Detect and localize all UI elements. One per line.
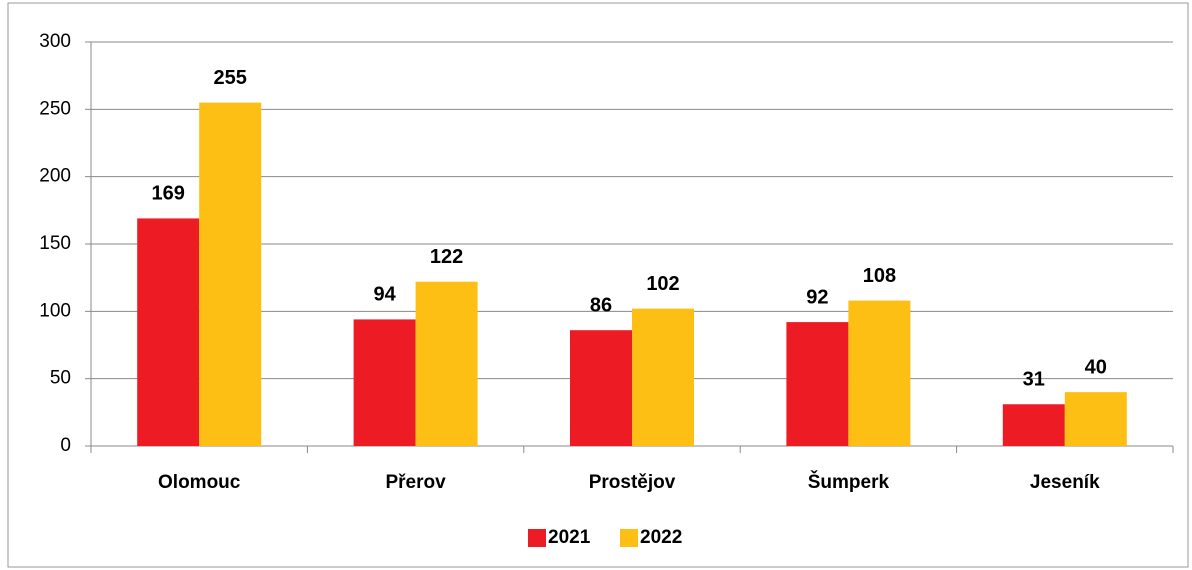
legend-swatch: [620, 529, 638, 547]
bar: [632, 308, 694, 446]
bar: [353, 319, 416, 446]
bar: [415, 281, 478, 446]
bar: [199, 102, 262, 446]
y-tick-label: 100: [39, 300, 71, 321]
value-label: 108: [863, 265, 896, 287]
bar: [570, 330, 632, 446]
legend-swatch: [528, 529, 546, 547]
value-label: 102: [646, 273, 679, 295]
bar: [1002, 404, 1065, 446]
x-tick-label: Přerov: [385, 472, 446, 493]
value-label: 169: [152, 183, 185, 205]
x-tick-label: Šumperk: [808, 471, 890, 493]
x-tick-label: Prostějov: [589, 472, 676, 493]
y-tick-label: 0: [60, 435, 71, 456]
value-label: 94: [373, 284, 396, 306]
bar: [137, 218, 200, 446]
legend-label: 2022: [640, 527, 682, 548]
x-tick-label: Olomouc: [158, 472, 241, 493]
value-label: 31: [1023, 369, 1045, 391]
y-tick-label: 250: [39, 98, 71, 119]
value-label: 92: [806, 286, 828, 308]
bar: [848, 300, 911, 446]
legend-label: 2021: [548, 527, 591, 548]
bar: [786, 322, 849, 446]
y-tick-label: 300: [39, 31, 71, 52]
value-label: 86: [590, 294, 612, 316]
value-label: 122: [430, 246, 463, 268]
y-tick-label: 200: [39, 166, 71, 187]
y-tick-label: 50: [50, 368, 71, 389]
x-tick-label: Jeseník: [1030, 472, 1100, 493]
value-label: 255: [214, 67, 247, 89]
bar: [1064, 392, 1127, 446]
value-label: 40: [1085, 356, 1107, 378]
y-tick-label: 150: [39, 233, 71, 254]
